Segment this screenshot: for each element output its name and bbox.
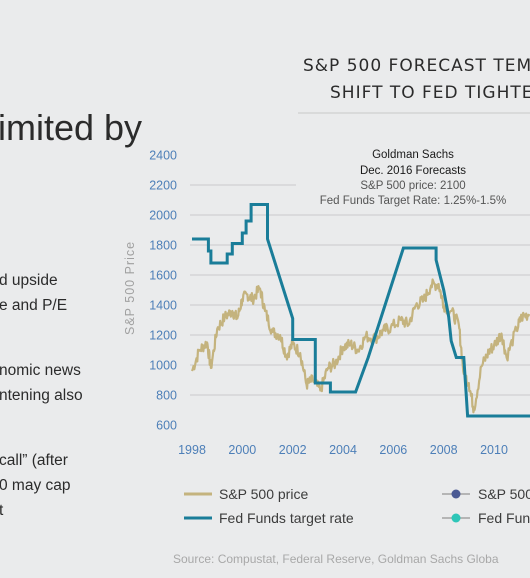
x-tick-labels: 1998 2000 2002 2004 2006 2008 2010: [178, 443, 508, 457]
y-tick-label: 1800: [149, 239, 177, 253]
left-text-line: t: [0, 502, 4, 519]
y-tick-label: 600: [156, 419, 177, 433]
left-heading: imited by: [0, 107, 142, 148]
y-tick-label: 1400: [149, 299, 177, 313]
x-tick-label: 2004: [329, 443, 357, 457]
y-tick-label: 2000: [149, 209, 177, 223]
legend-swatch-fed-forecast-dot: [451, 513, 461, 523]
y-axis-label: S&P 500 Price: [123, 241, 137, 335]
y-tick-label: 2400: [149, 149, 177, 163]
annotation-sp-forecast: S&P 500 price: 2100: [360, 180, 465, 192]
series-line-fed-funds: [192, 203, 530, 418]
legend-label-sp500-forecast: S&P 500: [478, 486, 530, 502]
legend-label-fed-funds: Fed Funds target rate: [219, 510, 354, 526]
annotation-box: [296, 146, 530, 210]
series-layer: [190, 203, 530, 418]
left-text-line: d upside: [0, 272, 58, 289]
y-tick-label: 1000: [149, 359, 177, 373]
left-text-line: 0 may cap: [0, 477, 71, 494]
grid-layer: [190, 184, 530, 396]
legend-swatch-sp500-forecast-dot: [451, 489, 461, 499]
legend: S&P 500 price Fed Funds target rate S&P …: [184, 486, 530, 526]
series-line-sp500: [190, 278, 530, 414]
left-text-line: e and P/E: [0, 297, 67, 314]
annotation-title: Goldman Sachs: [372, 149, 454, 161]
chart-title-line-2: SHIFT TO FED TIGHTENING: [330, 83, 530, 103]
source-note: Source: Compustat, Federal Reserve, Gold…: [173, 552, 499, 566]
legend-label-sp500: S&P 500 price: [219, 486, 308, 502]
annotation-subtitle: Dec. 2016 Forecasts: [360, 165, 466, 177]
y-tick-label: 800: [156, 389, 177, 403]
left-text-line: call” (after: [0, 452, 68, 469]
left-text-line: nomic news: [0, 362, 81, 379]
x-tick-label: 2002: [279, 443, 307, 457]
y-tick-label: 2200: [149, 179, 177, 193]
x-tick-label: 1998: [178, 443, 206, 457]
x-tick-label: 2006: [379, 443, 407, 457]
x-tick-label: 2010: [480, 443, 508, 457]
y-tick-label: 1200: [149, 329, 177, 343]
left-text-line: ntening also: [0, 387, 83, 404]
x-tick-label: 2000: [228, 443, 256, 457]
y-tick-labels: 600 800 1000 1200 1400 1600 1800 2000 2200 2400: [149, 149, 177, 433]
annotation-fed-forecast: Fed Funds Target Rate: 1.25%-1.5%: [320, 195, 506, 207]
x-tick-label: 2008: [430, 443, 458, 457]
legend-label-fed-forecast: Fed Fun: [478, 510, 530, 526]
chart-title-line-1: S&P 500 FORECAST TEMPERED BY: [303, 56, 530, 76]
y-tick-label: 1600: [149, 269, 177, 283]
